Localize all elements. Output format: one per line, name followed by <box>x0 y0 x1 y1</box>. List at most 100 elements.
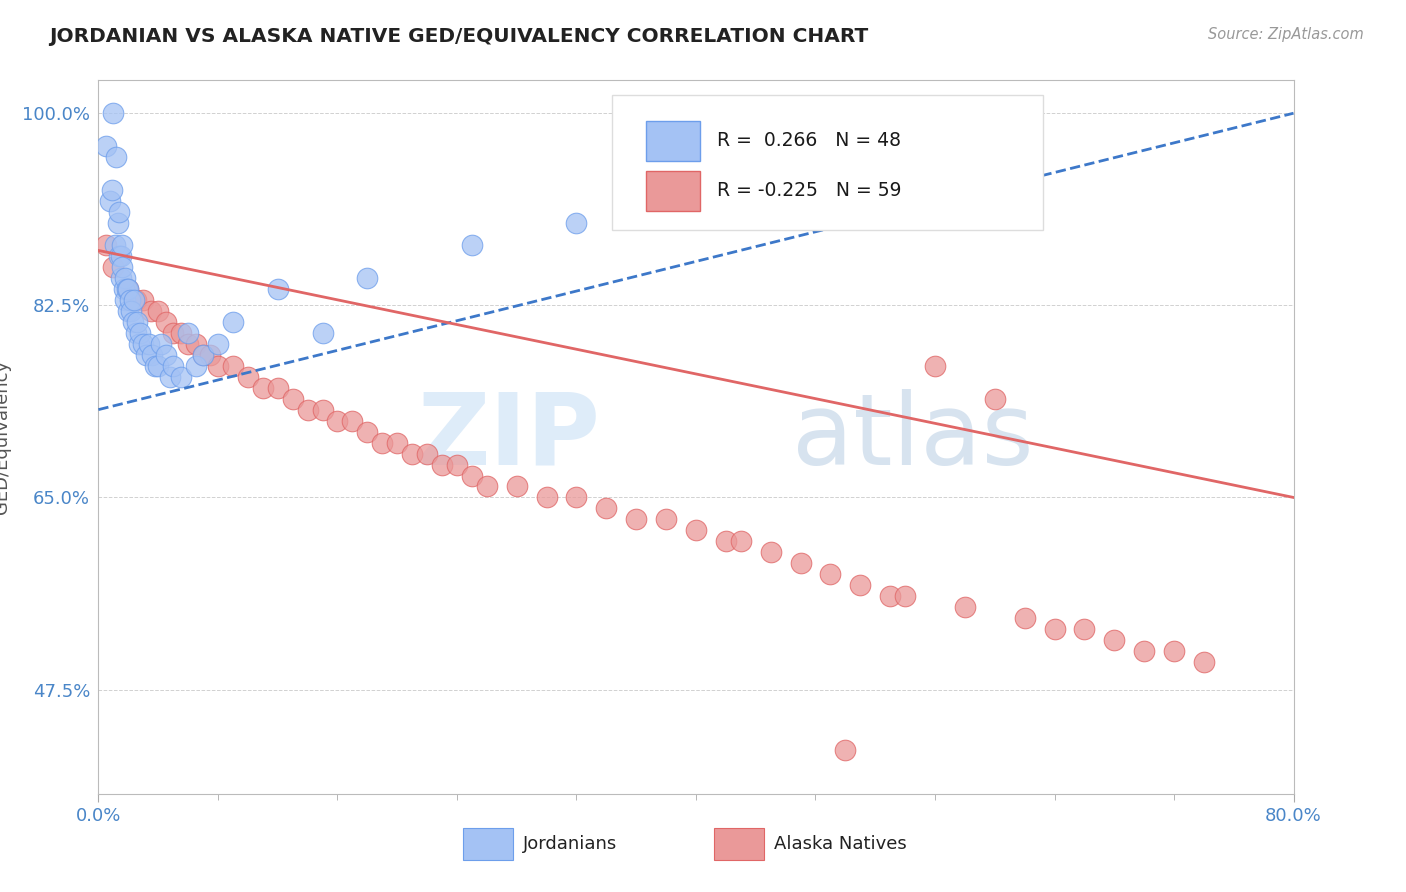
Point <box>1133 644 1156 658</box>
Point <box>143 359 166 373</box>
Point <box>385 435 409 450</box>
Point <box>127 315 149 329</box>
Point <box>252 381 274 395</box>
FancyBboxPatch shape <box>645 121 700 161</box>
Point <box>107 216 129 230</box>
Point <box>111 260 134 274</box>
Text: ZIP: ZIP <box>418 389 600 485</box>
Text: R = -0.225   N = 59: R = -0.225 N = 59 <box>717 181 903 201</box>
Point <box>461 468 484 483</box>
Point <box>104 238 127 252</box>
Point <box>207 359 229 373</box>
Point <box>129 326 152 340</box>
Point <box>849 578 872 592</box>
Point <box>894 589 917 603</box>
Point <box>120 303 142 318</box>
Text: Alaska Natives: Alaska Natives <box>773 835 907 853</box>
Point <box>108 249 131 263</box>
Point <box>135 348 157 362</box>
Point <box>159 369 181 384</box>
Point <box>117 282 139 296</box>
Point <box>125 326 148 340</box>
Text: Jordanians: Jordanians <box>523 835 617 853</box>
Point <box>169 369 191 384</box>
Point <box>1192 655 1215 669</box>
Point <box>124 293 146 307</box>
Point <box>108 205 131 219</box>
Point <box>139 303 162 318</box>
Point <box>115 282 138 296</box>
Point <box>267 282 290 296</box>
Point <box>759 545 782 559</box>
Point <box>191 348 214 362</box>
Point <box>169 326 191 340</box>
FancyBboxPatch shape <box>714 828 763 860</box>
Point <box>222 315 245 329</box>
Point <box>101 183 124 197</box>
Point <box>110 249 132 263</box>
Point <box>155 315 177 329</box>
Point <box>311 402 333 417</box>
Point <box>371 435 394 450</box>
FancyBboxPatch shape <box>613 95 1043 230</box>
Point <box>141 348 163 362</box>
Point <box>446 458 468 472</box>
Point <box>1163 644 1185 658</box>
Point <box>222 359 245 373</box>
Point <box>595 501 617 516</box>
FancyBboxPatch shape <box>463 828 513 860</box>
Point <box>730 534 752 549</box>
Point <box>138 336 160 351</box>
Text: Source: ZipAtlas.com: Source: ZipAtlas.com <box>1208 27 1364 42</box>
Point <box>1043 622 1066 636</box>
Point <box>105 150 128 164</box>
Point <box>177 326 200 340</box>
Point <box>155 348 177 362</box>
Point <box>114 293 136 307</box>
FancyBboxPatch shape <box>645 171 700 211</box>
Point <box>191 348 214 362</box>
Point <box>565 216 588 230</box>
Point <box>401 446 423 460</box>
Point <box>128 336 150 351</box>
Point <box>984 392 1007 406</box>
Point <box>461 238 484 252</box>
Point <box>297 402 319 417</box>
Point <box>475 479 498 493</box>
Point <box>132 336 155 351</box>
Point <box>789 557 811 571</box>
Point <box>416 446 439 460</box>
Point <box>111 238 134 252</box>
Point <box>506 479 529 493</box>
Point <box>162 359 184 373</box>
Point <box>953 600 976 615</box>
Point <box>94 139 117 153</box>
Point <box>536 491 558 505</box>
Point <box>626 512 648 526</box>
Point <box>117 303 139 318</box>
Point <box>112 282 135 296</box>
Point <box>342 414 364 428</box>
Point <box>236 369 259 384</box>
Point <box>114 271 136 285</box>
Point <box>1104 633 1126 648</box>
Text: R =  0.266   N = 48: R = 0.266 N = 48 <box>717 131 901 151</box>
Point <box>834 743 856 757</box>
Point <box>326 414 349 428</box>
Point <box>820 567 842 582</box>
Point <box>924 359 946 373</box>
Point <box>281 392 304 406</box>
Point <box>132 293 155 307</box>
Point <box>714 534 737 549</box>
Point <box>148 359 170 373</box>
Point <box>200 348 222 362</box>
Point <box>430 458 453 472</box>
Point <box>267 381 290 395</box>
Point <box>356 271 378 285</box>
Point <box>1014 611 1036 625</box>
Point <box>103 260 125 274</box>
Point <box>685 524 707 538</box>
Point <box>207 336 229 351</box>
Point <box>1073 622 1095 636</box>
Point <box>162 326 184 340</box>
